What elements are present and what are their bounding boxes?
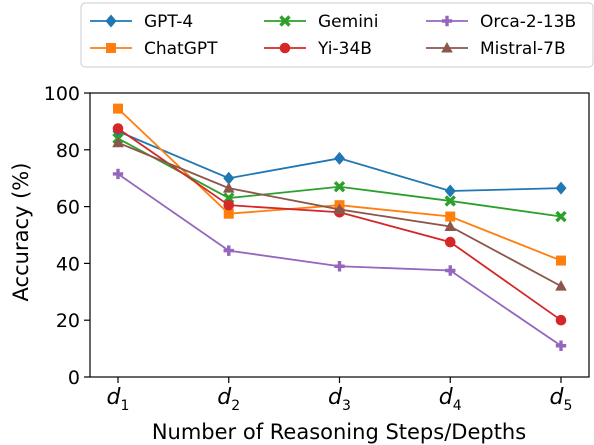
data-point-mistral-7b — [112, 136, 124, 148]
legend-label: Gemini — [318, 12, 378, 32]
plot-frame — [89, 92, 590, 378]
data-point-orca-2-13b — [555, 340, 567, 351]
legend-label: ChatGPT — [144, 39, 218, 59]
plot-area: 0 20 40 60 80 100 d1 d2 d3 d4 d5 — [44, 83, 590, 414]
y-tick-label: 60 — [56, 197, 80, 219]
x-tick-label: d1 — [107, 385, 130, 414]
series-gemini — [112, 132, 567, 223]
series-line-orca-2-13b — [117, 173, 562, 347]
data-point-yi-34b — [223, 199, 235, 211]
x-tick-label: d4 — [439, 385, 462, 414]
series-orca-2-13b — [112, 168, 567, 351]
data-point-gemini — [444, 195, 456, 207]
series-mistral-7b — [112, 136, 567, 291]
data-point-chatgpt — [223, 208, 234, 219]
legend-frame — [80, 2, 594, 68]
legend-label: Orca-2-13B — [480, 12, 576, 32]
legend-item-yi-34b: Yi-34B — [264, 39, 372, 59]
data-point-orca-2-13b — [112, 168, 124, 180]
data-point-orca-2-13b — [445, 265, 456, 276]
data-point-orca-2-13b — [223, 245, 234, 256]
legend-item-mistral-7b: Mistral-7B — [426, 39, 566, 59]
data-point-yi-34b — [444, 236, 456, 248]
legend-marker — [441, 42, 453, 53]
y-tick-label: 20 — [56, 310, 80, 332]
data-point-mistral-7b — [222, 182, 235, 193]
y-tick-label: 80 — [56, 140, 80, 162]
data-point-orca-2-13b — [334, 261, 345, 272]
legend-marker — [279, 42, 291, 54]
data-point-gpt-4 — [444, 184, 456, 198]
legend: GPT-4 ChatGPT Gemini Yi-34B Orca-2-13B Mistra… — [80, 2, 594, 68]
legend-item-orca-2-13b: Orca-2-13B — [426, 12, 576, 32]
data-point-mistral-7b — [444, 220, 457, 231]
data-point-gpt-4 — [334, 151, 345, 165]
data-point-yi-34b — [555, 314, 567, 326]
data-point-gpt-4 — [555, 181, 567, 195]
data-point-gemini — [333, 181, 346, 193]
legend-item-gpt-4: GPT-4 — [90, 12, 193, 32]
legend-marker — [105, 14, 117, 28]
y-tick-label: 40 — [56, 253, 80, 275]
data-point-mistral-7b — [333, 203, 346, 214]
legend-marker — [279, 15, 291, 27]
x-tick-label: d3 — [328, 385, 351, 414]
data-point-chatgpt — [445, 211, 456, 222]
y-tick-label: 100 — [44, 83, 80, 105]
legend-marker — [106, 43, 116, 53]
legend-label: Yi-34B — [317, 39, 372, 59]
data-point-mistral-7b — [555, 280, 567, 291]
data-point-yi-34b — [112, 123, 124, 134]
legend-item-gemini: Gemini — [264, 12, 378, 32]
data-point-gemini — [555, 210, 567, 223]
data-point-chatgpt — [556, 255, 566, 266]
legend-label: Mistral-7B — [480, 39, 566, 59]
y-axis-title: Accuracy (%) — [9, 163, 33, 302]
legend-label: GPT-4 — [144, 12, 193, 32]
x-axis-title: Number of Reasoning Steps/Depths — [152, 420, 526, 444]
x-tick-label: d2 — [217, 385, 240, 414]
legend-marker — [441, 15, 453, 27]
legend-item-chatgpt: ChatGPT — [90, 39, 218, 59]
x-tick-label: d5 — [550, 385, 573, 414]
y-tick-label: 0 — [68, 367, 80, 389]
data-point-gpt-4 — [223, 171, 235, 185]
data-point-chatgpt — [113, 103, 123, 114]
